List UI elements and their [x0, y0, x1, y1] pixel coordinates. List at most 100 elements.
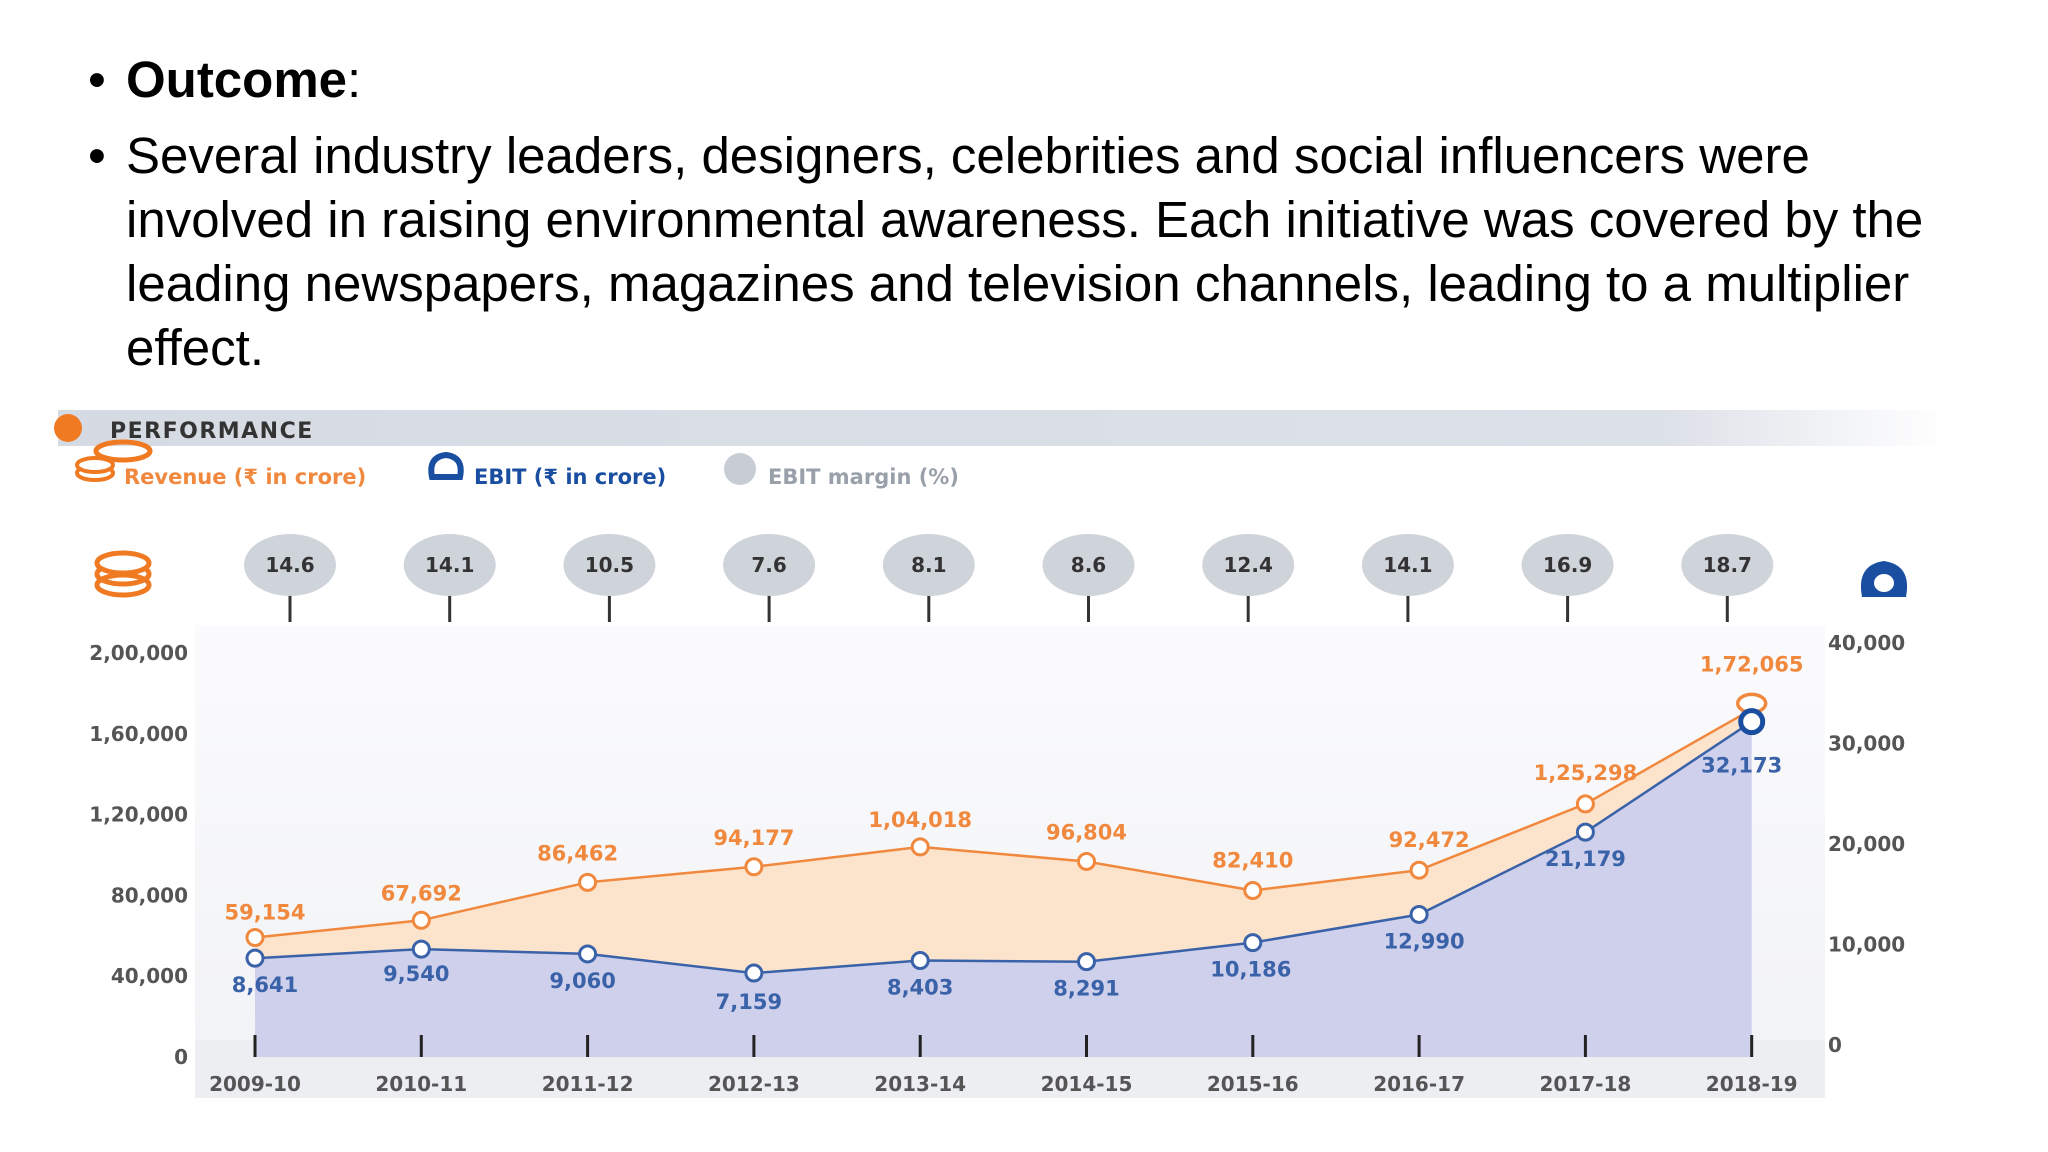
y-right-tick-label: 0 [1828, 1033, 1842, 1057]
revenue-data-label: 67,692 [381, 881, 462, 905]
bullet-outcome: • Outcome: [88, 48, 1988, 112]
left-axis-coin-icon [94, 550, 152, 598]
margin-value: 7.6 [751, 553, 786, 577]
coin-stack-icon [75, 456, 115, 482]
margin-value: 10.5 [585, 553, 634, 577]
revenue-point [578, 872, 598, 892]
y-right-tick-label: 20,000 [1828, 832, 1905, 856]
margin-value: 18.7 [1703, 553, 1752, 577]
margin-value: 8.1 [911, 553, 946, 577]
revenue-data-label: 82,410 [1212, 849, 1293, 873]
margin-bubble [403, 534, 496, 596]
ebit-point [744, 963, 764, 983]
margin-bubble [563, 534, 656, 596]
revenue-point [744, 857, 764, 877]
margin-bubble [1202, 534, 1295, 596]
y-left-tick-label: 40,000 [111, 964, 188, 988]
revenue-data-label: 1,25,298 [1534, 761, 1638, 785]
ebit-point [245, 948, 265, 968]
revenue-point [910, 837, 930, 857]
revenue-line [254, 708, 1753, 939]
bullet-dot: • [88, 127, 106, 184]
revenue-point [1409, 860, 1429, 880]
ebit-point [910, 951, 930, 971]
margin-bubble [1361, 534, 1454, 596]
margin-bubble [1681, 534, 1774, 596]
x-tick-label: 2009-10 [209, 1072, 301, 1096]
coin-stack-icon [93, 439, 153, 463]
area-layer [254, 708, 1753, 1057]
margin-value: 14.1 [1383, 553, 1432, 577]
margin-value: 16.9 [1543, 553, 1592, 577]
ebit-data-label: 12,990 [1384, 929, 1465, 953]
header-dot [54, 414, 82, 442]
x-tick-label: 2015-16 [1207, 1072, 1299, 1096]
chart-title: PERFORMANCE [110, 419, 314, 444]
bullet-body: • Several industry leaders, designers, ce… [88, 124, 1988, 380]
margin-bubble [882, 534, 975, 596]
revenue-point [245, 928, 265, 948]
y-left-tick-label: 1,20,000 [89, 803, 188, 827]
legend-ebit-margin: EBIT margin (%) [768, 465, 959, 489]
x-tick-label: 2010-11 [375, 1072, 467, 1096]
revenue-data-label: 1,04,018 [868, 808, 972, 832]
ebit-point [578, 944, 598, 964]
ebit-data-label: 10,186 [1210, 958, 1291, 982]
legend-revenue: Revenue (₹ in crore) [124, 465, 366, 489]
ebit-data-label: 9,060 [549, 969, 615, 993]
ebit-data-label: 8,641 [232, 973, 298, 997]
ebit-data-label: 9,540 [383, 962, 449, 986]
margin-value: 14.1 [425, 553, 474, 577]
outcome-colon: : [347, 51, 362, 108]
margin-bubble [723, 534, 816, 596]
legend-margin-marker [724, 453, 756, 485]
revenue-data-label: 86,462 [537, 841, 618, 865]
margin-bubble [244, 534, 336, 596]
ebit-point [411, 939, 431, 959]
revenue-data-label: 59,154 [224, 901, 305, 925]
axes-layer: 0 40,000 80,000 1,20,000 1,60,000 2,00,000 0 10… [89, 631, 1905, 1096]
x-tick-label: 2018-19 [1706, 1072, 1798, 1096]
performance-chart: PERFORMANCE Revenue (₹ in crore) EBIT (₹… [54, 410, 1948, 1098]
ebit-point [1575, 822, 1595, 842]
slide-bullets: • Outcome: • Several industry leaders, des… [88, 48, 1988, 380]
right-axis-money-bag-icon [1860, 561, 1908, 597]
revenue-data-label: 94,177 [713, 826, 794, 850]
revenue-data-label: 1,72,065 [1700, 652, 1804, 676]
margin-bubble [1042, 534, 1135, 596]
margin-value: 12.4 [1224, 553, 1273, 577]
chart-legend: Revenue (₹ in crore) EBIT (₹ in crore) E… [75, 451, 959, 489]
y-left-tick-label: 2,00,000 [89, 641, 188, 665]
ebit-end-bag-icon [1738, 708, 1766, 736]
revenue-point [1575, 794, 1595, 814]
bullet-dot: • [88, 51, 106, 108]
margin-bubble [1521, 534, 1614, 596]
ebit-point [1243, 933, 1263, 953]
chart-header-bar [58, 410, 1948, 446]
ebit-data-label: 32,173 [1701, 754, 1782, 778]
x-tick-label: 2012-13 [708, 1072, 800, 1096]
x-tick-label: 2017-18 [1540, 1072, 1632, 1096]
y-left-tick-label: 1,60,000 [89, 722, 188, 746]
ebit-point [1077, 952, 1096, 972]
y-right-tick-label: 30,000 [1828, 732, 1905, 756]
revenue-point [1077, 851, 1096, 871]
revenue-point [411, 910, 431, 930]
y-left-tick-label: 80,000 [111, 883, 188, 907]
ebit-line [254, 720, 1753, 975]
ebit-point [1409, 904, 1429, 924]
outcome-heading: Outcome [126, 51, 348, 108]
revenue-point [1243, 881, 1263, 901]
x-tick-label: 2014-15 [1041, 1072, 1133, 1096]
revenue-data-label: 92,472 [1389, 828, 1470, 852]
y-right-tick-label: 10,000 [1828, 933, 1905, 957]
ebit-area [255, 721, 1752, 1057]
legend-ebit: EBIT (₹ in crore) [474, 465, 666, 489]
labels-layer: 59,154 67,692 86,462 94,177 1,04,018 96,804 82… [224, 652, 1803, 1014]
points-layer [245, 692, 1768, 983]
margin-value: 8.6 [1071, 553, 1106, 577]
y-left-tick-label: 0 [174, 1045, 188, 1069]
revenue-area [255, 709, 1752, 974]
body-text: Several industry leaders, designers, cel… [126, 127, 1924, 376]
y-right-tick-label: 40,000 [1828, 631, 1905, 655]
